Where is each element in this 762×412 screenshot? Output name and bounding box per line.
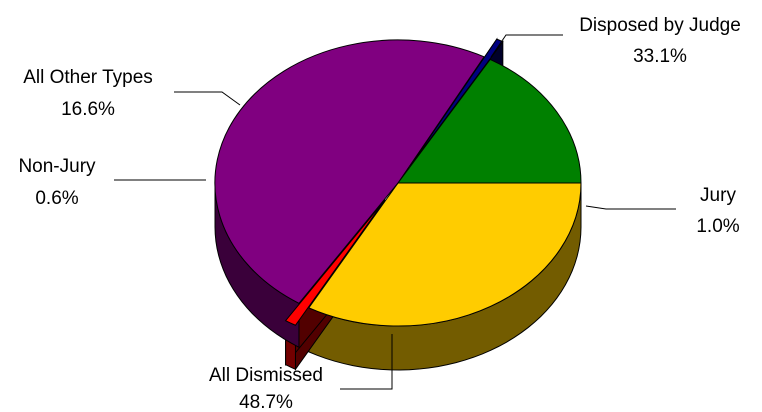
pie-tops (214, 38, 582, 327)
label-non-jury-name: Non-Jury (18, 156, 96, 177)
slice-disposed-by-judge (308, 182, 582, 327)
slice-non-jury (410, 38, 504, 166)
leader-jury (585, 205, 676, 210)
leader-all-other-types (174, 91, 241, 106)
label-non-jury-value: 0.6% (35, 188, 78, 209)
leader-all-dismissed (340, 334, 393, 390)
label-jury-name: Jury (700, 185, 736, 206)
slice-all-dismissed (214, 39, 485, 304)
label-disposed-by-judge-name: Disposed by Judge (579, 15, 741, 36)
label-all-other-types-value: 16.6% (61, 99, 115, 120)
label-all-other-types-name: All Other Types (23, 67, 153, 88)
leader-disposed-by-judge (490, 34, 563, 58)
label-disposed-by-judge-value: 33.1% (633, 46, 687, 67)
leader-lines (114, 34, 676, 390)
label-jury-value: 1.0% (696, 216, 739, 237)
slice-jury (284, 200, 386, 326)
label-all-dismissed-name: All Dismissed (209, 365, 323, 386)
slice-all-other-types (397, 58, 582, 184)
label-all-dismissed-value: 48.7% (239, 392, 293, 412)
